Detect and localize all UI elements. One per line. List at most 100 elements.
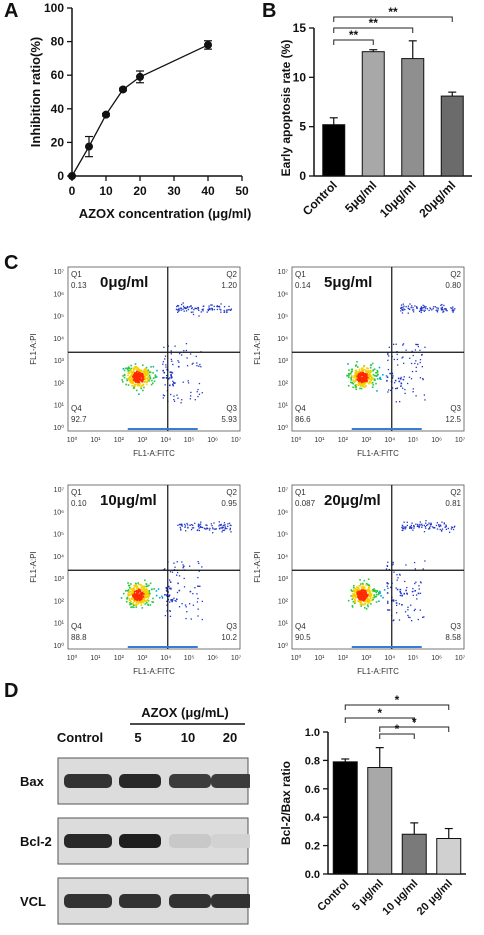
flow-event: [193, 527, 195, 529]
flow-event: [360, 368, 363, 370]
flow-event: [138, 589, 140, 591]
inhibition-line-chart: 0 20 40 60 80 100 0 10 20 30 40 50 AZOX concentratio…: [28, 1, 251, 221]
flow-event: [186, 611, 188, 613]
flow-event: [138, 595, 141, 597]
flow-ytick: 10¹: [278, 621, 289, 628]
flow-event: [366, 598, 369, 600]
flow-event: [407, 305, 410, 307]
flow-event: [409, 527, 411, 530]
flow-event: [396, 579, 398, 581]
flow-event: [358, 598, 361, 600]
flow-event: [419, 609, 421, 611]
flow-event: [396, 353, 398, 356]
flow-event: [196, 529, 199, 532]
flow-x-label: FL1-A:FITC: [133, 667, 175, 676]
flow-event: [150, 383, 153, 386]
flow-event: [354, 599, 356, 602]
blot-lane-label-1: 5: [134, 730, 141, 745]
flow-event: [442, 311, 444, 313]
flow-event: [180, 528, 182, 530]
flow-event: [410, 524, 413, 527]
flow-event: [137, 370, 139, 372]
flow-event: [402, 303, 404, 305]
flow-event: [137, 384, 140, 386]
q4-label: Q4: [295, 404, 306, 413]
flow-event: [368, 587, 370, 590]
flow-event: [131, 371, 133, 374]
flow-event: [417, 592, 420, 595]
flow-event: [356, 360, 358, 363]
flow-event: [156, 369, 158, 372]
flow-event: [352, 386, 354, 389]
flow-event: [230, 524, 232, 527]
flow-event: [402, 309, 404, 312]
flow-event: [400, 307, 402, 309]
flow-event: [397, 364, 399, 366]
flow-ytick: 10⁷: [278, 269, 289, 276]
flow-event: [368, 370, 371, 372]
b-bar: [440, 95, 464, 177]
flow-event: [416, 306, 418, 308]
flow-event: [204, 528, 206, 530]
flow-event: [226, 527, 228, 530]
flow-event: [358, 376, 361, 378]
flow-event: [360, 589, 363, 591]
flow-event: [141, 589, 144, 592]
flow-event: [185, 349, 188, 352]
flow-event: [132, 587, 134, 590]
flow-event: [163, 569, 165, 571]
flow-event: [139, 369, 142, 372]
flow-event: [196, 593, 198, 595]
q1-label: Q1: [71, 270, 82, 279]
flow-event: [133, 587, 136, 589]
flow-event: [137, 369, 139, 371]
flow-event: [176, 309, 179, 311]
flow-xtick: 10⁰: [291, 436, 302, 444]
flow-event: [356, 586, 358, 588]
flow-event: [362, 593, 365, 595]
flow-event: [145, 600, 148, 603]
flow-event: [434, 527, 436, 529]
blot-band: [211, 774, 253, 788]
axis-baseline-events: [127, 428, 198, 430]
flow-event: [163, 376, 165, 379]
flow-event: [364, 369, 367, 372]
flow-event: [399, 591, 401, 593]
flow-event: [410, 526, 412, 528]
blot-protein-label-2: VCL: [20, 894, 46, 909]
blot-band: [169, 894, 211, 908]
flow-event: [397, 577, 399, 579]
flow-event: [192, 362, 194, 364]
flow-event: [377, 373, 379, 376]
flow-event: [166, 600, 168, 602]
flow-event: [127, 591, 130, 593]
flow-event: [400, 304, 403, 306]
flow-event: [206, 528, 208, 530]
flow-event: [127, 384, 130, 386]
flow-event: [378, 377, 381, 380]
flow-event: [362, 373, 365, 375]
flow-event: [170, 350, 172, 352]
flow-event: [140, 593, 143, 596]
flow-event: [403, 593, 405, 595]
flow-event: [438, 525, 440, 527]
flow-event: [366, 589, 368, 591]
flow-event: [152, 601, 155, 604]
flow-event: [178, 361, 180, 363]
flow-event: [191, 307, 193, 309]
flow-event: [423, 531, 426, 533]
flow-event: [363, 383, 365, 385]
flow-event: [170, 358, 173, 361]
flow-ytick: 10⁴: [277, 554, 288, 561]
flow-ytick: 10⁵: [53, 532, 64, 539]
flow-event: [367, 374, 370, 376]
flow-event: [359, 578, 361, 581]
flow-event: [132, 367, 135, 370]
flow-event: [423, 616, 425, 618]
flow-event: [168, 585, 170, 588]
flow-event: [401, 524, 404, 526]
flow-event: [375, 595, 377, 598]
flow-event: [363, 597, 365, 599]
flow-event: [229, 527, 231, 530]
a-xtick-label-3: 30: [167, 184, 181, 198]
